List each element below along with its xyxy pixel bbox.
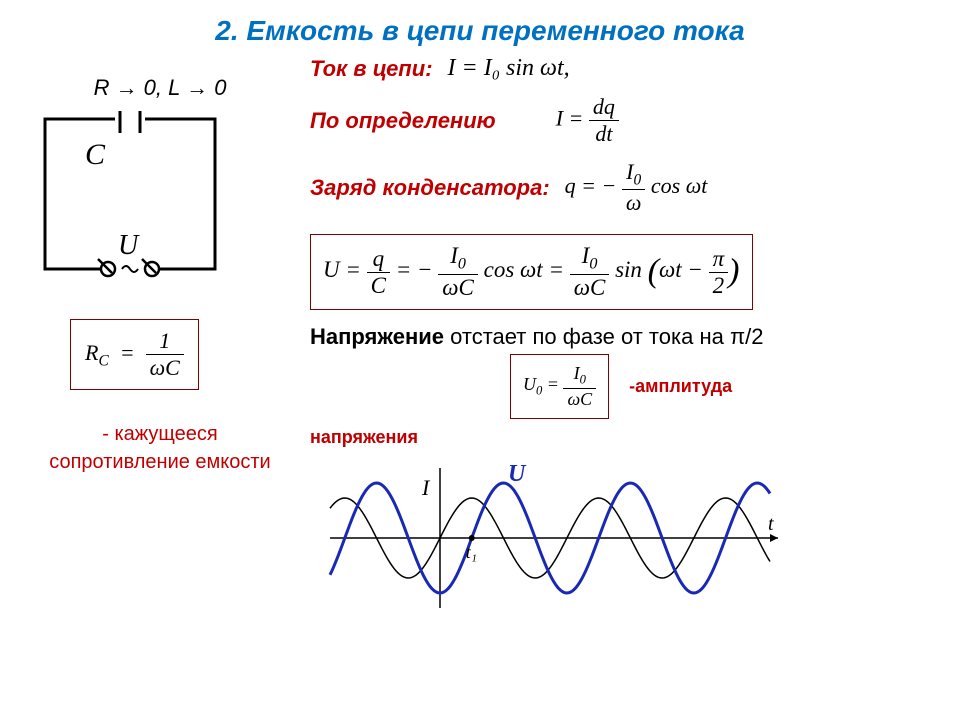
u-t3ns: 0 <box>589 256 597 273</box>
right-column: Ток в цепи: I = I₀ sin ωt, По определени… <box>310 55 930 628</box>
q-lhs: q <box>565 173 576 198</box>
u-t1n: q <box>367 246 390 273</box>
u-lhs: U <box>323 257 340 282</box>
q-numsub: 0 <box>633 171 641 188</box>
rl-condition: R → 0, L → 0 <box>30 75 290 101</box>
svg-text:t₁: t₁ <box>466 542 477 562</box>
amplitude-label-2: напряжения <box>310 427 930 448</box>
amp-lhss: 0 <box>536 384 542 398</box>
u-t2t: cos ωt <box>484 257 543 282</box>
rc-sub: C <box>98 352 108 369</box>
svg-text:U: U <box>508 461 527 487</box>
def-num: dq <box>589 94 619 121</box>
svg-text:I: I <box>421 475 431 500</box>
amp-nums: 0 <box>580 373 586 387</box>
q-den: ω <box>622 190 646 216</box>
amplitude-formula: U0 = I0ωC <box>523 374 596 394</box>
u-t3inn: π <box>709 246 729 273</box>
current-label: Ток в цепи: <box>310 56 433 82</box>
definition-line: По определению I = dqdt <box>310 94 930 147</box>
waveform-graph: I Ut t₁ <box>310 453 790 623</box>
u-t2d: ωC <box>438 275 478 301</box>
charge-label: Заряд конденсатора: <box>310 175 550 201</box>
voltage-formula: U = qC = − I0ωC cos ωt = I0ωC sin (ωt − … <box>323 257 740 282</box>
u-t3pre: sin <box>615 257 642 282</box>
def-lhs: I <box>556 106 563 131</box>
u-t1d: C <box>367 273 390 299</box>
current-formula: I = I₀ sin ωt, <box>448 55 570 82</box>
charge-line: Заряд конденсатора: q = − I0ω cos ωt <box>310 159 930 216</box>
circuit-diagram: C U <box>30 109 230 284</box>
current-line: Ток в цепи: I = I₀ sin ωt, <box>310 55 930 82</box>
u-t2ns: 0 <box>458 256 466 273</box>
apparent-resistance-label: - кажущееся сопротивление емкости <box>30 420 290 476</box>
svg-text:t: t <box>768 513 774 535</box>
graph-area: I Ut t₁ <box>310 453 930 628</box>
left-column: R → 0, L → 0 C U RC = 1ωC - кажущееся со… <box>30 75 290 476</box>
svg-text:U: U <box>118 230 140 261</box>
amplitude-formula-box: U0 = I0ωC <box>510 354 609 419</box>
phase-text: Напряжение отстает по фазе от тока на π/… <box>310 324 930 350</box>
u-t3in: ωt − <box>659 257 703 282</box>
amp-den: ωC <box>563 389 596 410</box>
rc-num: 1 <box>146 328 184 355</box>
u-t3ind: 2 <box>709 273 729 299</box>
page-title: 2. Емкость в цепи переменного тока <box>25 15 935 47</box>
q-tail: cos ωt <box>651 173 707 198</box>
u-t3d: ωC <box>570 275 610 301</box>
amp-lhs: U <box>523 374 536 394</box>
def-den: dt <box>589 121 619 147</box>
voltage-formula-box: U = qC = − I0ωC cos ωt = I0ωC sin (ωt − … <box>310 234 753 310</box>
rc-formula: RC = 1ωC <box>85 340 184 365</box>
rc-den: ωC <box>146 355 184 381</box>
rc-lhs: R <box>85 340 98 365</box>
rc-formula-box: RC = 1ωC <box>70 319 199 390</box>
definition-formula: I = dqdt <box>556 94 619 147</box>
phase-b: Напряжение <box>310 324 444 349</box>
charge-formula: q = − I0ω cos ωt <box>565 159 708 216</box>
phase-rest: отстает по фазе от тока на π/2 <box>444 324 763 349</box>
svg-text:C: C <box>85 138 106 171</box>
definition-label: По определению <box>310 108 496 134</box>
amplitude-label: -амплитуда <box>629 376 732 397</box>
u-t2n: I <box>450 243 458 268</box>
